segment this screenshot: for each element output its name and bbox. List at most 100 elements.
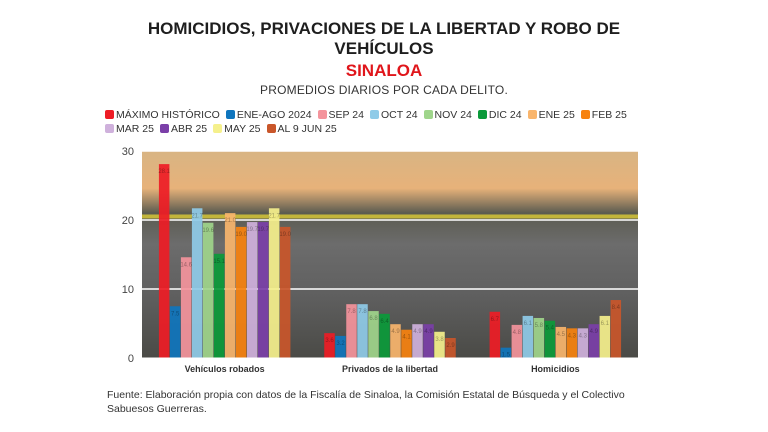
data-label: 4.9 — [424, 329, 433, 335]
legend-swatch — [369, 110, 379, 119]
legend-item: MÁXIMO HISTÓRICO — [105, 108, 220, 122]
bar — [610, 300, 622, 358]
y-tick-label: 10 — [122, 284, 134, 296]
bar — [434, 331, 445, 358]
data-label: 28.1 — [158, 169, 170, 175]
legend-item: MAR 25 — [105, 122, 154, 136]
bar — [202, 222, 214, 358]
bar — [158, 164, 170, 358]
chart-title-line1: HOMICIDIOS, PRIVACIONES DE LA LIBERTAD Y… — [147, 19, 621, 38]
legend-label: ENE 25 — [538, 109, 575, 121]
data-label: 6.7 — [491, 317, 500, 323]
legend-item: NOV 24 — [423, 108, 472, 122]
data-label: 19.0 — [235, 232, 247, 238]
bar — [577, 328, 589, 358]
data-label: 7.8 — [347, 309, 356, 315]
legend-swatch — [317, 110, 327, 119]
legend-item: ENE 25 — [527, 108, 575, 122]
bar — [412, 324, 423, 358]
bar — [257, 222, 269, 358]
legend-swatch — [527, 110, 537, 119]
legend-item: ENE-AGO 2024 — [225, 108, 312, 122]
legend-label: AL 9 JUN 25 — [277, 123, 337, 135]
x-category-label: Homicidios — [531, 364, 580, 374]
data-label: 3.2 — [336, 341, 345, 347]
data-label: 6.4 — [380, 319, 389, 325]
data-label: 6.1 — [524, 321, 533, 327]
legend-swatch — [580, 110, 590, 119]
chart-subtitle: PROMEDIOS DIARIOS POR CADA DELITO. — [260, 83, 508, 97]
chart-title-line2: VEHÍCULOS — [334, 39, 434, 58]
bar — [566, 328, 578, 358]
y-tick-label: 30 — [122, 146, 134, 158]
data-label: 4.9 — [413, 329, 422, 335]
bar — [544, 320, 556, 358]
bar — [445, 337, 456, 358]
legend-swatch — [213, 124, 223, 133]
bar — [268, 208, 280, 358]
data-label: 4.9 — [391, 329, 400, 335]
legend-item: OCT 24 — [369, 108, 418, 122]
x-category-label: Vehículos robados — [185, 364, 265, 374]
bar — [346, 304, 357, 358]
bar — [555, 326, 567, 358]
bar — [335, 335, 346, 358]
bar — [169, 306, 181, 358]
legend-label: ABR 25 — [170, 123, 208, 135]
bar — [235, 226, 247, 358]
data-label: 4.1 — [402, 335, 411, 341]
bar — [368, 311, 379, 358]
data-label: 7.5 — [171, 311, 180, 317]
data-label: 4.5 — [557, 332, 566, 338]
bar — [191, 208, 203, 358]
data-label: 3.8 — [435, 337, 444, 343]
legend-label: DIC 24 — [488, 109, 522, 121]
bar — [324, 333, 335, 358]
bar — [246, 222, 258, 358]
bar — [379, 313, 390, 358]
plot-background — [142, 151, 638, 358]
data-label: 7.8 — [358, 309, 367, 315]
legend-item: AL 9 JUN 25 — [266, 122, 337, 136]
legend-label: FEB 25 — [591, 109, 627, 121]
data-label: 5.4 — [546, 326, 555, 332]
y-tick-label: 20 — [122, 215, 134, 227]
bar — [599, 315, 611, 358]
bar — [522, 315, 534, 358]
data-label: 3.6 — [325, 338, 334, 344]
x-category-label: Privados de la libertad — [342, 364, 438, 374]
y-tick-label: 0 — [128, 353, 134, 365]
data-label: 4.9 — [590, 329, 599, 335]
legend-item: SEP 24 — [317, 108, 364, 122]
data-label: 21.0 — [224, 218, 236, 224]
legend-item: DIC 24 — [477, 108, 522, 122]
bar — [423, 324, 434, 358]
bar — [224, 213, 236, 358]
tape-band — [142, 214, 638, 219]
data-label: 5.8 — [535, 323, 544, 329]
data-label: 19.6 — [202, 228, 214, 234]
bar — [511, 324, 523, 358]
data-label: 4.8 — [513, 330, 522, 336]
legend-swatch — [105, 110, 114, 119]
data-label: 2.9 — [446, 343, 455, 349]
data-label: 19.7 — [257, 227, 269, 233]
data-label: 19.7 — [246, 227, 258, 233]
legend-swatch — [423, 110, 433, 119]
data-label: 1.5 — [502, 353, 511, 359]
data-label: 4.3 — [568, 333, 577, 339]
bar — [213, 253, 225, 358]
bar — [489, 311, 501, 358]
legend-item: MAY 25 — [213, 122, 261, 136]
data-label: 6.1 — [601, 321, 610, 327]
bar — [279, 226, 291, 358]
legend-label: MAR 25 — [116, 123, 154, 135]
source-note: Fuente: Elaboración propia con datos de … — [107, 389, 625, 415]
data-label: 15.1 — [213, 259, 225, 265]
data-label: 8.4 — [612, 305, 621, 311]
data-label: 21.7 — [191, 213, 203, 219]
data-label: 14.6 — [180, 262, 192, 268]
legend-label: ENE-AGO 2024 — [236, 109, 312, 121]
legend-label: MÁXIMO HISTÓRICO — [116, 109, 220, 121]
